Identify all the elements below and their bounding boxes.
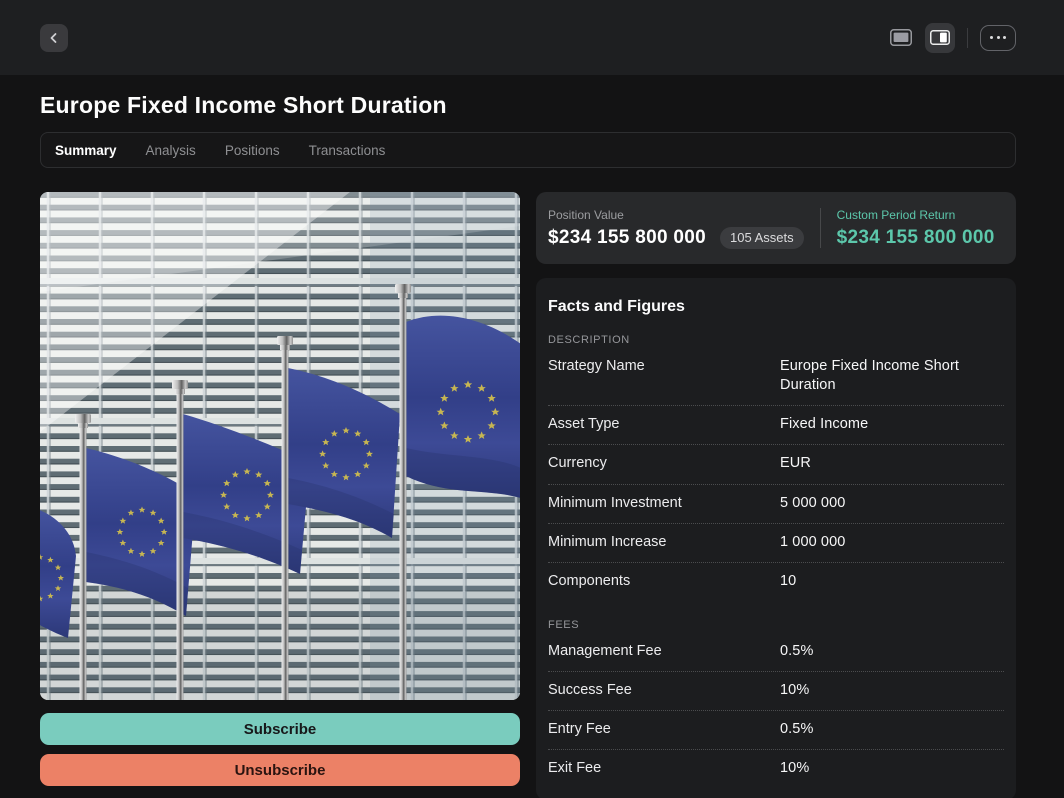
position-value-card: Position Value $234 155 800 000 105 Asse… bbox=[536, 192, 1016, 264]
topbar-divider bbox=[967, 27, 968, 48]
position-value-label: Position Value bbox=[548, 207, 624, 222]
topbar-actions bbox=[886, 22, 1016, 53]
split-view-icon bbox=[930, 30, 950, 45]
period-return-block: Custom Period Return $234 155 800 000 bbox=[837, 208, 995, 249]
ellipsis-icon bbox=[990, 36, 993, 39]
tab-transactions[interactable]: Transactions bbox=[308, 142, 386, 158]
layout-split-view-button[interactable] bbox=[925, 22, 955, 53]
fact-row-currency: Currency EUR bbox=[548, 445, 1004, 485]
chevron-left-icon bbox=[50, 32, 57, 43]
fact-row-components: Components 10 bbox=[548, 572, 797, 589]
strategy-photo-eu-flags bbox=[40, 192, 520, 700]
fact-row-minimum-increase: Minimum Increase 1 000 000 bbox=[548, 524, 1004, 563]
section-label-fees: FEES bbox=[548, 618, 580, 631]
fact-row-asset-type: Asset Type Fixed Income bbox=[548, 406, 1004, 446]
main-content: Europe Fixed Income Short Duration Summa… bbox=[0, 92, 1064, 798]
fact-row-success-fee: Success Fee 10% bbox=[548, 672, 1004, 712]
section-label-description: DESCRIPTION bbox=[548, 334, 630, 346]
unsubscribe-button[interactable]: Unsubscribe bbox=[40, 754, 520, 786]
custom-period-return-label: Custom Period Return bbox=[836, 207, 956, 222]
position-value: $234 155 800 000 bbox=[548, 226, 707, 248]
facts-and-figures-card: Facts and Figures DESCRIPTION Strategy N… bbox=[536, 278, 1016, 798]
fact-row-strategy-name: Strategy Name Europe Fixed Income Short … bbox=[548, 348, 1004, 407]
right-column: Position Value $234 155 800 000 105 Asse… bbox=[536, 192, 1016, 798]
fact-row-entry-fee: Entry Fee 0.5% bbox=[548, 711, 1004, 751]
custom-period-return-value: $234 155 800 000 bbox=[836, 226, 995, 248]
fact-row-minimum-investment: Minimum Investment 5 000 000 bbox=[548, 485, 1004, 524]
description-section: DESCRIPTION Strategy Name Europe Fixed I… bbox=[548, 334, 1004, 601]
position-value-block: Position Value $234 155 800 000 105 Asse… bbox=[548, 208, 804, 249]
card-divider bbox=[819, 208, 821, 248]
back-button[interactable] bbox=[40, 23, 68, 52]
more-options-button[interactable] bbox=[980, 24, 1016, 51]
left-column: Subscribe Unsubscribe bbox=[40, 192, 520, 798]
top-bar bbox=[0, 0, 1064, 75]
layout-card-view-button[interactable] bbox=[886, 23, 916, 53]
tab-summary[interactable]: Summary bbox=[55, 142, 117, 158]
assets-count-badge: 105 Assets bbox=[720, 226, 804, 249]
window-card-icon bbox=[890, 29, 912, 46]
page-title: Europe Fixed Income Short Duration bbox=[40, 92, 447, 118]
fees-section: FEES Management Fee 0.5% Success Fee 10%… bbox=[548, 619, 1004, 789]
fact-row-exit-fee: Exit Fee 10% bbox=[548, 760, 810, 777]
fact-row-management-fee: Management Fee 0.5% bbox=[548, 633, 1004, 672]
tab-analysis[interactable]: Analysis bbox=[145, 142, 196, 158]
facts-card-title: Facts and Figures bbox=[548, 298, 685, 315]
tab-positions[interactable]: Positions bbox=[224, 142, 280, 158]
subscribe-button[interactable]: Subscribe bbox=[40, 713, 520, 745]
tab-bar: Summary Analysis Positions Transactions bbox=[40, 132, 1016, 168]
